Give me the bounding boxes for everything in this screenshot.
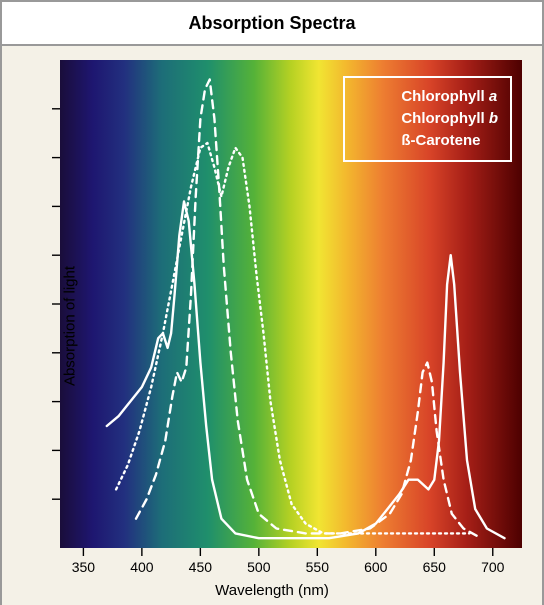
y-axis-label: Absorption of light <box>62 265 79 385</box>
legend-item: Chlorophyll b <box>355 108 498 130</box>
chart-title: Absorption Spectra <box>2 2 542 46</box>
legend-swatch <box>355 140 391 142</box>
x-tick-label: 450 <box>189 559 213 574</box>
legend-label: ß-Carotene <box>401 130 480 152</box>
legend-item: Chlorophyll a <box>355 86 498 108</box>
x-axis-label: Wavelength (nm) <box>2 582 542 599</box>
x-tick-label: 650 <box>423 559 447 574</box>
x-tick-label: 400 <box>130 559 154 574</box>
figure-frame: Absorption Spectra Absorption of light 3… <box>0 0 544 605</box>
legend-swatch <box>355 118 391 120</box>
legend-label: Chlorophyll a <box>401 86 497 108</box>
legend-item: ß-Carotene <box>355 130 498 152</box>
x-tick-label: 550 <box>306 559 330 574</box>
legend-label: Chlorophyll b <box>401 108 498 130</box>
x-tick-label: 500 <box>247 559 271 574</box>
x-tick-label: 350 <box>72 559 96 574</box>
legend: Chlorophyll aChlorophyll bß-Carotene <box>343 76 512 162</box>
x-tick-label: 700 <box>481 559 505 574</box>
plot-container: Absorption of light 350 400 450 500 550 600 65… <box>2 46 542 605</box>
x-tick-label: 600 <box>364 559 388 574</box>
legend-swatch <box>355 96 391 98</box>
